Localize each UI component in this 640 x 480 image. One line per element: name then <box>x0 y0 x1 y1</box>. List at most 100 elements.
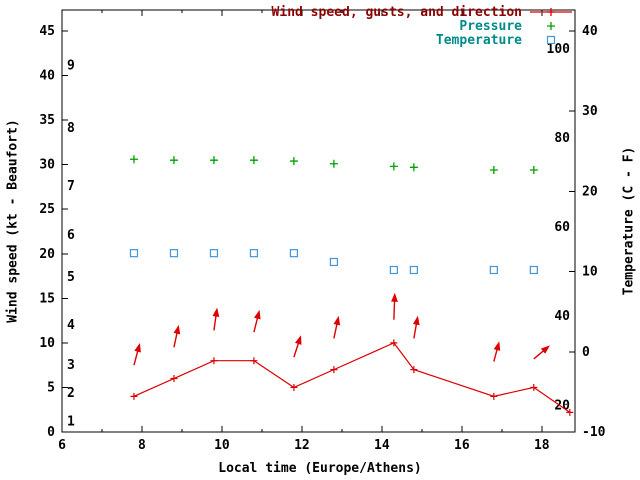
left-tick-label: 30 <box>39 158 55 173</box>
beaufort-label: 5 <box>67 270 75 285</box>
wind-point <box>330 366 338 374</box>
left-tick-label: 20 <box>39 247 55 262</box>
x-axis-title: Local time (Europe/Athens) <box>218 461 422 476</box>
beaufort-label: 9 <box>67 59 75 74</box>
x-tick-label: 16 <box>454 438 470 453</box>
legend-label-temperature: Temperature <box>435 32 522 48</box>
wind-point <box>130 392 138 400</box>
wind-direction-arrow <box>493 341 501 362</box>
wind-point <box>390 339 398 347</box>
temperature-point <box>409 265 418 275</box>
left-tick-label: 45 <box>39 24 55 39</box>
temperature-point <box>289 249 299 258</box>
pressure-point <box>249 156 258 165</box>
legend-item-temperature: Temperature <box>272 32 574 48</box>
temperature-point <box>129 249 139 258</box>
temperature-square-sample-icon <box>546 35 556 45</box>
wind-direction-arrow <box>173 324 181 348</box>
temperature-point <box>209 249 219 258</box>
fahrenheit-label: 80 <box>554 131 570 146</box>
wind-point <box>490 392 498 400</box>
legend-item-pressure: Pressure <box>272 18 574 34</box>
legend-item-wind: Wind speed, gusts, and direction <box>271 4 574 20</box>
right-tick-label: 40 <box>582 24 598 39</box>
wind-point <box>250 357 258 365</box>
x-tick-label: 14 <box>374 438 390 453</box>
plot-border <box>61 9 576 433</box>
wind-direction-arrow <box>412 315 420 339</box>
wind-direction-arrow <box>533 345 550 360</box>
left-axis: 0 5 10 15 20 25 30 35 40 45 <box>39 24 68 440</box>
wind-direction-arrow <box>253 309 261 333</box>
right-axis-title: Temperature (C - F) <box>621 146 637 296</box>
wind-direction-arrow <box>293 335 302 358</box>
temperature-point <box>389 265 398 275</box>
x-tick-label: 8 <box>138 438 146 453</box>
wind-point <box>566 408 574 416</box>
wind-direction-arrow <box>391 292 398 320</box>
temperature-point <box>529 265 538 275</box>
temperature-point <box>249 249 259 258</box>
beaufort-label: 4 <box>67 318 75 333</box>
x-tick-label: 6 <box>58 438 66 453</box>
temperature-point <box>169 249 179 258</box>
beaufort-label: 7 <box>67 179 75 194</box>
left-tick-label: 40 <box>39 69 55 84</box>
x-tick-label: 18 <box>534 438 550 453</box>
fahrenheit-label: 100 <box>547 42 571 57</box>
fahrenheit-label: 40 <box>554 309 570 324</box>
beaufort-label: 3 <box>67 358 75 373</box>
left-axis-title: Wind speed (kt - Beaufort) <box>5 119 21 323</box>
x-axis: 6 8 10 12 14 16 18 <box>58 10 550 453</box>
legend-label-wind: Wind speed, gusts, and direction <box>271 4 522 20</box>
beaufort-label: 8 <box>67 121 75 136</box>
left-tick-label: 5 <box>47 380 55 395</box>
right-tick-label: 20 <box>582 184 598 199</box>
pressure-point <box>329 159 338 168</box>
right-tick-label: 30 <box>582 104 598 119</box>
pressure-series <box>129 155 538 174</box>
wind-direction-arrow <box>333 315 341 339</box>
right-tick-label: 0 <box>582 345 590 360</box>
wind-gust-arrows <box>133 292 550 366</box>
wind-point <box>210 357 218 365</box>
pressure-point <box>289 157 298 166</box>
chart-legend: Wind speed, gusts, and direction Pressur… <box>271 4 574 48</box>
wind-speed-series <box>130 339 574 416</box>
wind-point <box>170 375 178 383</box>
left-tick-label: 15 <box>39 291 55 306</box>
temperature-point <box>489 265 498 275</box>
beaufort-label: 6 <box>67 228 75 243</box>
fahrenheit-label: 60 <box>554 220 570 235</box>
pressure-point <box>389 162 398 171</box>
left-tick-label: 10 <box>39 336 55 351</box>
wind-linepoint-sample-icon <box>530 8 572 16</box>
temperature-point <box>329 257 338 267</box>
legend-label-pressure: Pressure <box>459 18 522 34</box>
pressure-point <box>209 156 218 165</box>
left-tick-label: 25 <box>39 202 55 217</box>
left-tick-label: 35 <box>39 113 55 128</box>
wind-point <box>410 366 418 374</box>
beaufort-label: 1 <box>67 414 75 429</box>
pressure-point <box>129 155 138 164</box>
x-tick-label: 12 <box>294 438 310 453</box>
beaufort-scale-labels: 1 2 3 4 5 6 7 8 9 <box>67 59 75 430</box>
temperature-series <box>129 249 538 275</box>
pressure-point <box>529 165 538 174</box>
beaufort-label: 2 <box>67 386 75 401</box>
right-axis: -10 0 10 20 30 40 <box>569 24 606 440</box>
right-tick-label: 10 <box>582 265 598 280</box>
pressure-plus-sample-icon <box>547 22 555 30</box>
pressure-point <box>409 163 418 172</box>
right-tick-label: -10 <box>582 425 606 440</box>
pressure-point <box>169 156 178 165</box>
wind-speed-line <box>133 342 571 413</box>
wind-point <box>530 383 538 391</box>
left-tick-label: 0 <box>47 425 55 440</box>
wind-point <box>290 383 298 391</box>
wind-direction-arrow <box>133 342 141 366</box>
